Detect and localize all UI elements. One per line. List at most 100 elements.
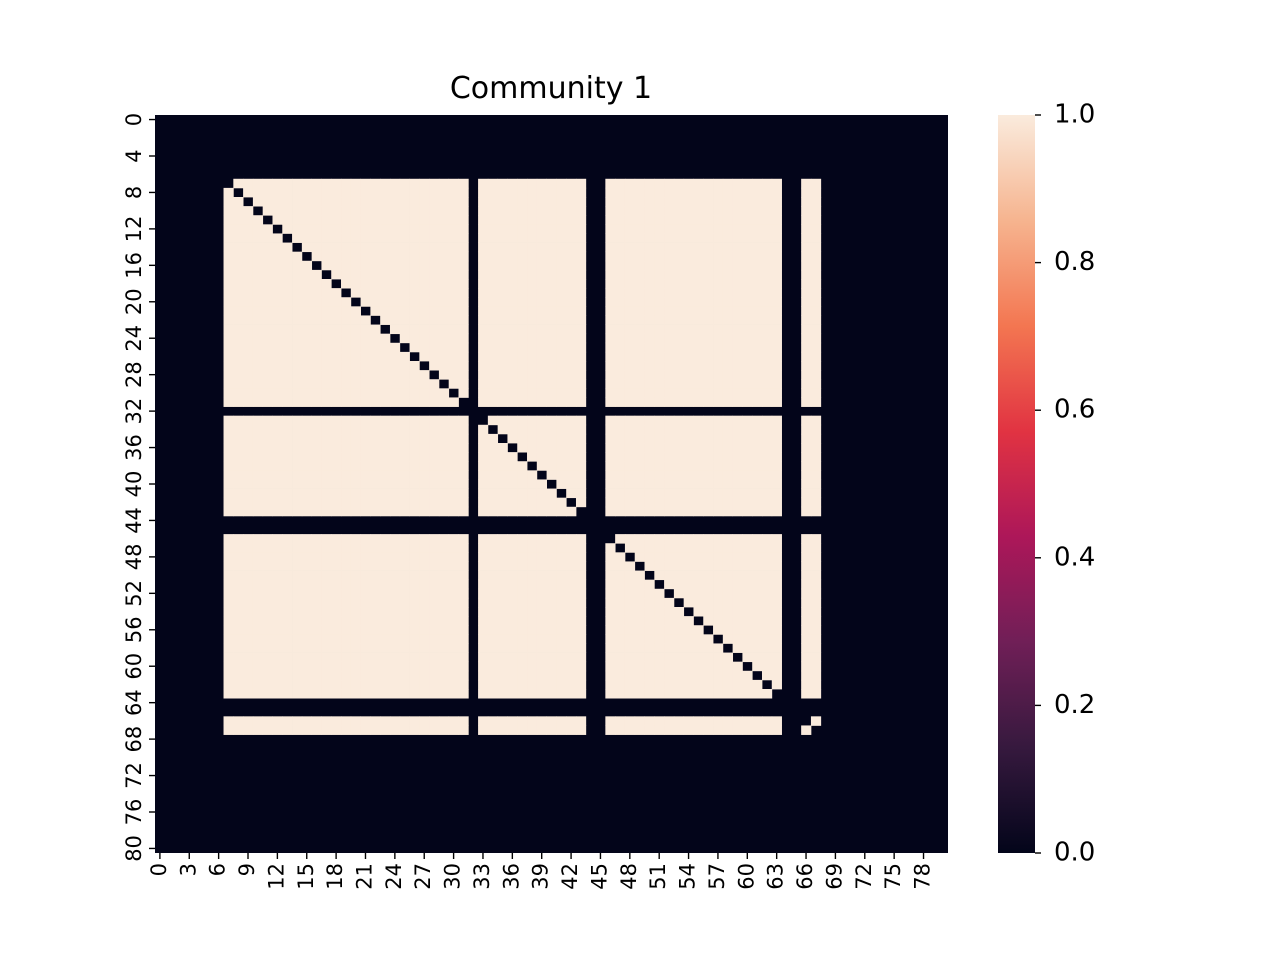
heatmap-cell (458, 297, 469, 307)
heatmap-cell (409, 388, 420, 398)
heatmap-cell (615, 461, 626, 471)
heatmap-cell (458, 497, 469, 508)
heatmap-cell (487, 379, 499, 389)
heatmap-cell (272, 351, 283, 362)
heatmap-cell (752, 452, 763, 462)
heatmap-cell (438, 397, 450, 407)
heatmap-cell (761, 561, 773, 571)
heatmap-cell (761, 543, 773, 553)
heatmap-cell (380, 470, 391, 480)
heatmap-cell (722, 215, 734, 225)
heatmap-cell (801, 497, 812, 508)
heatmap-cell (233, 652, 244, 663)
heatmap-cell (527, 588, 538, 599)
heatmap-cell (497, 333, 508, 344)
heatmap-cell (487, 187, 499, 198)
heatmap-cell (311, 415, 322, 426)
heatmap-cell (419, 306, 430, 316)
heatmap-cell (487, 616, 499, 626)
heatmap-cell (654, 370, 665, 380)
heatmap-cell (380, 497, 391, 508)
heatmap-cell (605, 269, 616, 280)
heatmap-cell (517, 361, 528, 371)
heatmap-cell (478, 297, 489, 307)
heatmap-cell (664, 725, 675, 735)
heatmap-cell (243, 625, 254, 635)
heatmap-cell (350, 725, 361, 735)
heatmap-cell (683, 479, 694, 489)
heatmap-cell (634, 716, 645, 726)
heatmap-cell (370, 224, 381, 234)
heatmap-cell (223, 452, 234, 462)
heatmap-cell (292, 397, 303, 407)
heatmap-cell (752, 342, 763, 353)
heatmap-cell (341, 552, 352, 562)
heatmap-cell (311, 479, 322, 489)
heatmap-cell (810, 625, 822, 635)
heatmap-cell (497, 588, 508, 599)
heatmap-cell (389, 588, 401, 599)
heatmap-cell (448, 634, 459, 644)
heatmap-cell (497, 279, 508, 289)
heatmap-cell (419, 178, 430, 189)
heatmap-cell (615, 652, 626, 663)
heatmap-cell (223, 643, 234, 653)
heatmap-cell (634, 424, 645, 435)
heatmap-cell (810, 388, 822, 398)
heatmap-cell (810, 306, 822, 316)
heatmap-cell (673, 269, 685, 280)
heatmap-cell (438, 370, 450, 380)
heatmap-cell (409, 224, 420, 234)
heatmap-cell (605, 588, 616, 599)
heatmap-cell (272, 461, 283, 471)
heatmap-cell (771, 315, 782, 325)
heatmap-cell (487, 260, 499, 271)
x-tick-label: 72 (852, 863, 876, 890)
heatmap-cell (262, 625, 273, 635)
heatmap-cell (683, 625, 694, 635)
heatmap-cell (497, 643, 508, 653)
heatmap-cell (429, 443, 440, 453)
heatmap-cell (801, 470, 812, 480)
heatmap-cell (321, 178, 332, 189)
heatmap-cell (389, 725, 401, 735)
heatmap-cell (673, 625, 685, 635)
heatmap-cell (409, 689, 420, 699)
heatmap-cell (801, 379, 812, 389)
heatmap-cell (566, 197, 577, 207)
heatmap-cell (243, 479, 254, 489)
heatmap-cell (693, 643, 704, 653)
heatmap-cell (487, 397, 499, 407)
heatmap-cell (732, 187, 743, 198)
heatmap-cell (487, 215, 499, 225)
heatmap-cell (624, 506, 636, 517)
heatmap-cell (566, 588, 577, 599)
heatmap-cell (243, 452, 254, 462)
heatmap-cell (321, 251, 332, 262)
heatmap-cell (487, 251, 499, 262)
heatmap-cell (399, 233, 410, 243)
heatmap-cell (713, 288, 724, 298)
heatmap-cell (360, 470, 371, 480)
heatmap-cell (771, 288, 782, 298)
heatmap-cell (575, 607, 587, 617)
heatmap-cell (634, 443, 645, 453)
heatmap-cell (703, 315, 714, 325)
heatmap-cell (272, 497, 283, 508)
heatmap-cell (487, 506, 499, 517)
heatmap-cell (292, 634, 303, 644)
heatmap-cell (673, 452, 685, 462)
heatmap-cell (419, 269, 430, 280)
heatmap-cell (713, 178, 724, 189)
heatmap-cell (223, 588, 234, 599)
heatmap-cell (262, 269, 273, 280)
heatmap-cell (801, 443, 812, 453)
heatmap-cell (771, 725, 782, 735)
heatmap-cell (478, 616, 489, 626)
heatmap-cell (683, 452, 694, 462)
heatmap-cell (262, 397, 273, 407)
heatmap-cell (673, 351, 685, 362)
heatmap-cell (634, 288, 645, 298)
heatmap-cell (664, 306, 675, 316)
heatmap-cell (634, 351, 645, 362)
